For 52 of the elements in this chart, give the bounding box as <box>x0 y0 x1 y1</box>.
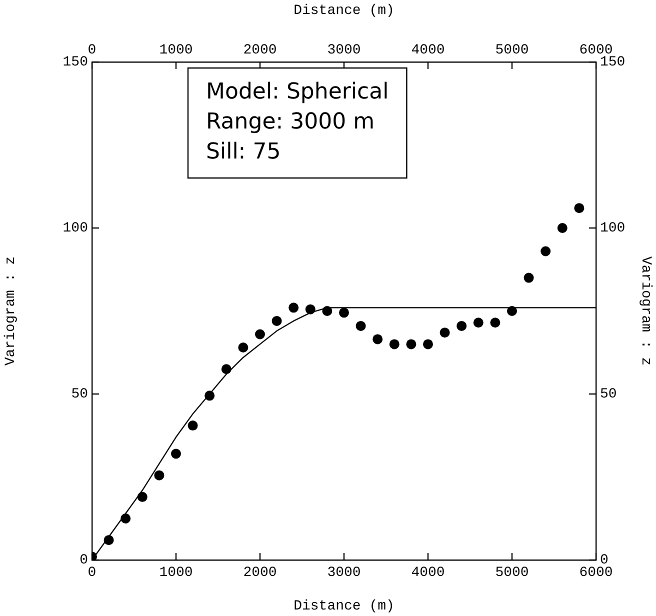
x2-tick-label: 3000 <box>327 565 361 582</box>
point <box>171 448 181 459</box>
y2-tick-label: 150 <box>600 54 626 71</box>
point <box>255 329 265 340</box>
point <box>389 339 400 350</box>
point <box>238 342 248 353</box>
point <box>204 390 215 401</box>
point <box>456 320 467 331</box>
point <box>574 203 584 214</box>
point <box>440 328 450 338</box>
y-tick-label: 100 <box>62 220 88 237</box>
y-axis-title: Variogram : z <box>3 256 20 366</box>
point <box>524 272 534 283</box>
y2-axis-title: Variogram : z <box>637 256 654 366</box>
y-tick-label: 150 <box>62 54 88 71</box>
x2-tick-label: 1000 <box>159 565 193 582</box>
x-tick-label: 5000 <box>495 42 529 58</box>
point <box>490 318 500 328</box>
point <box>356 320 366 331</box>
point <box>154 470 164 480</box>
x2-axis-title: Distance (m) <box>294 3 394 20</box>
point <box>423 339 433 350</box>
point <box>339 308 349 318</box>
point <box>120 514 131 524</box>
point <box>540 246 551 256</box>
point <box>557 223 568 233</box>
x2-tick-label: 4000 <box>411 565 445 582</box>
point <box>188 420 198 431</box>
point <box>507 306 517 316</box>
x-axis-title: Distance (m) <box>294 598 394 614</box>
x-tick-label: 1000 <box>159 42 193 58</box>
y-tick-label: 50 <box>71 386 88 403</box>
point <box>473 318 484 328</box>
x-tick-label: 2000 <box>243 42 277 58</box>
point <box>137 492 148 502</box>
point <box>104 535 114 546</box>
point <box>305 304 316 314</box>
x2-tick-label: 2000 <box>243 565 277 582</box>
point <box>372 334 383 344</box>
y-tick-label: 0 <box>80 552 88 569</box>
point <box>322 306 332 316</box>
point <box>272 316 282 326</box>
x2-tick-label: 6000 <box>579 565 613 582</box>
point <box>406 339 416 350</box>
point <box>221 364 232 374</box>
x-tick-label: 4000 <box>411 42 445 58</box>
x2-tick-label: 5000 <box>495 565 529 582</box>
point <box>288 302 299 313</box>
annotation: Model: Spherical Range: 3000 m Sill: 75 <box>206 80 389 165</box>
y2-tick-label: 50 <box>600 386 617 403</box>
y2-tick-label: 100 <box>600 220 626 237</box>
x-tick-label: 3000 <box>327 42 361 58</box>
